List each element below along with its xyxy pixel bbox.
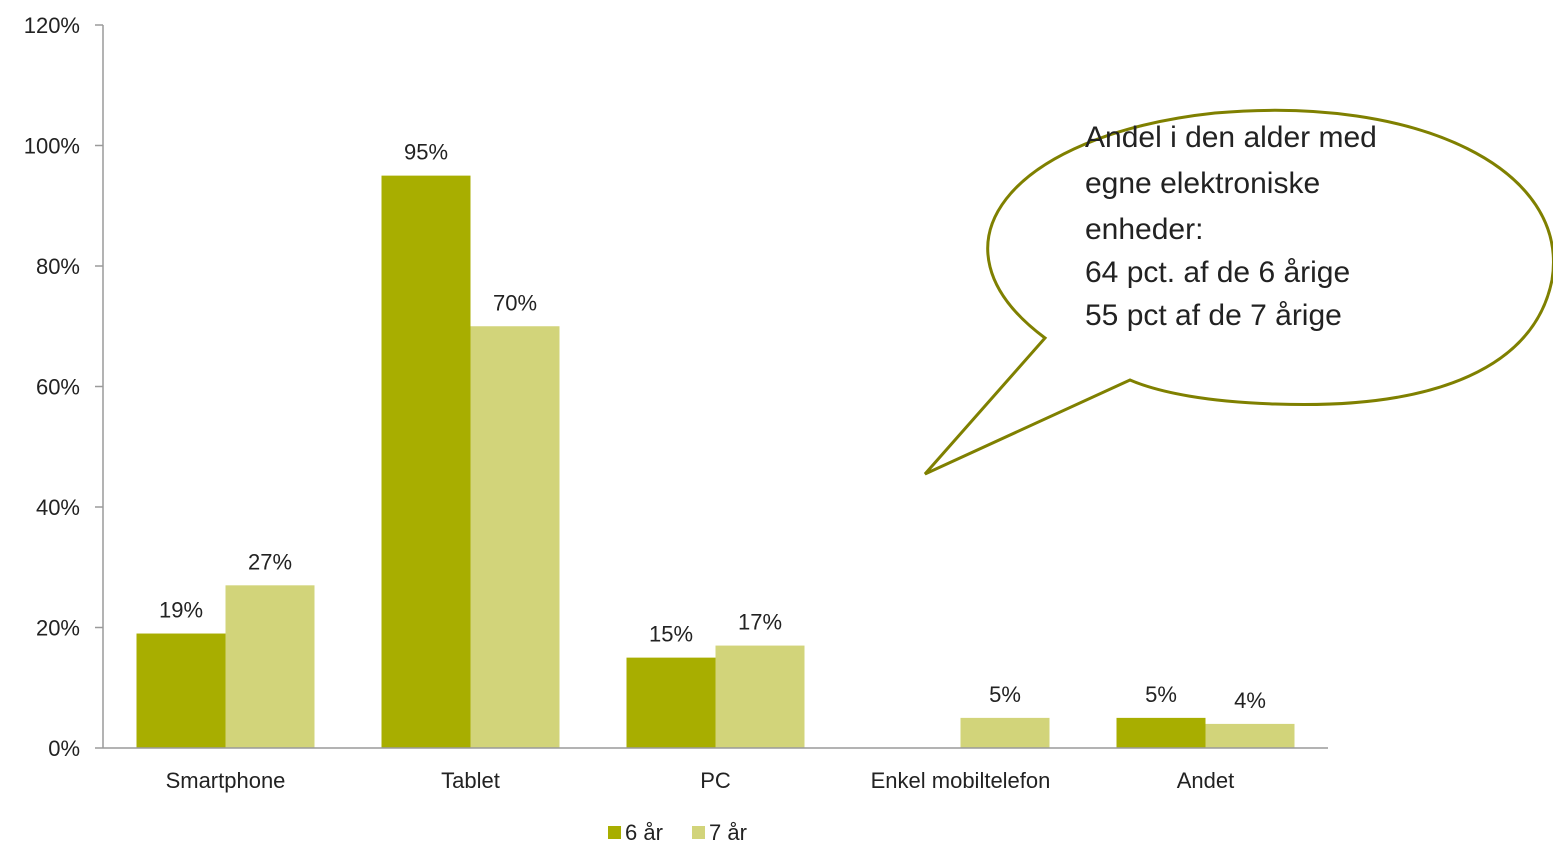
speech-bubble-shape	[923, 108, 1553, 476]
bar	[225, 585, 315, 748]
y-axis-ticks: 0% 20% 40% 60% 80% 100% 120%	[24, 13, 103, 761]
y-tick-label: 100%	[24, 134, 80, 159]
data-label: 95%	[404, 140, 448, 165]
data-label: 4%	[1234, 688, 1266, 713]
legend-label: 7 år	[709, 820, 747, 843]
data-label: 5%	[989, 682, 1021, 707]
bar	[715, 645, 805, 748]
bar	[1116, 717, 1206, 748]
data-label: 5%	[1145, 682, 1177, 707]
callout-line-3: enheder:	[1085, 213, 1203, 246]
callout: Andel i den alder med egne elektroniske …	[923, 108, 1553, 476]
y-tick-label: 80%	[36, 254, 80, 279]
legend: 6 år 7 år	[608, 820, 747, 843]
bar	[960, 717, 1050, 748]
category-label: Tablet	[441, 768, 500, 793]
data-label: 27%	[248, 549, 292, 574]
category-label: Andet	[1177, 768, 1235, 793]
bar-marks	[136, 175, 1295, 748]
y-tick-label: 60%	[36, 375, 80, 400]
y-tick-label: 20%	[36, 616, 80, 641]
bar	[1205, 723, 1295, 748]
callout-line-4: 64 pct. af de 6 årige	[1085, 256, 1350, 289]
data-label: 17%	[738, 610, 782, 635]
data-label: 70%	[493, 290, 537, 315]
bar	[626, 657, 716, 748]
y-tick-label: 120%	[24, 13, 80, 38]
y-tick-label: 40%	[36, 495, 80, 520]
category-labels: Smartphone Tablet PC Enkel mobiltelefon Ande…	[166, 768, 1235, 793]
category-label: PC	[700, 768, 731, 793]
y-tick-label: 0%	[48, 736, 80, 761]
category-label: Smartphone	[166, 768, 286, 793]
callout-line-1: Andel i den alder med	[1085, 121, 1377, 154]
bar	[136, 633, 226, 748]
bar	[381, 175, 471, 748]
bar	[470, 326, 560, 748]
legend-swatch	[608, 826, 621, 839]
data-label: 19%	[159, 598, 203, 623]
callout-line-5: 55 pct af de 7 årige	[1085, 299, 1342, 332]
legend-label: 6 år	[625, 820, 663, 843]
legend-swatch	[692, 826, 705, 839]
category-label: Enkel mobiltelefon	[871, 768, 1051, 793]
data-labels: 19% 27% 95% 70% 15% 17% 5% 5% 4%	[159, 140, 1266, 713]
callout-line-2: egne elektroniske	[1085, 167, 1320, 200]
data-label: 15%	[649, 622, 693, 647]
